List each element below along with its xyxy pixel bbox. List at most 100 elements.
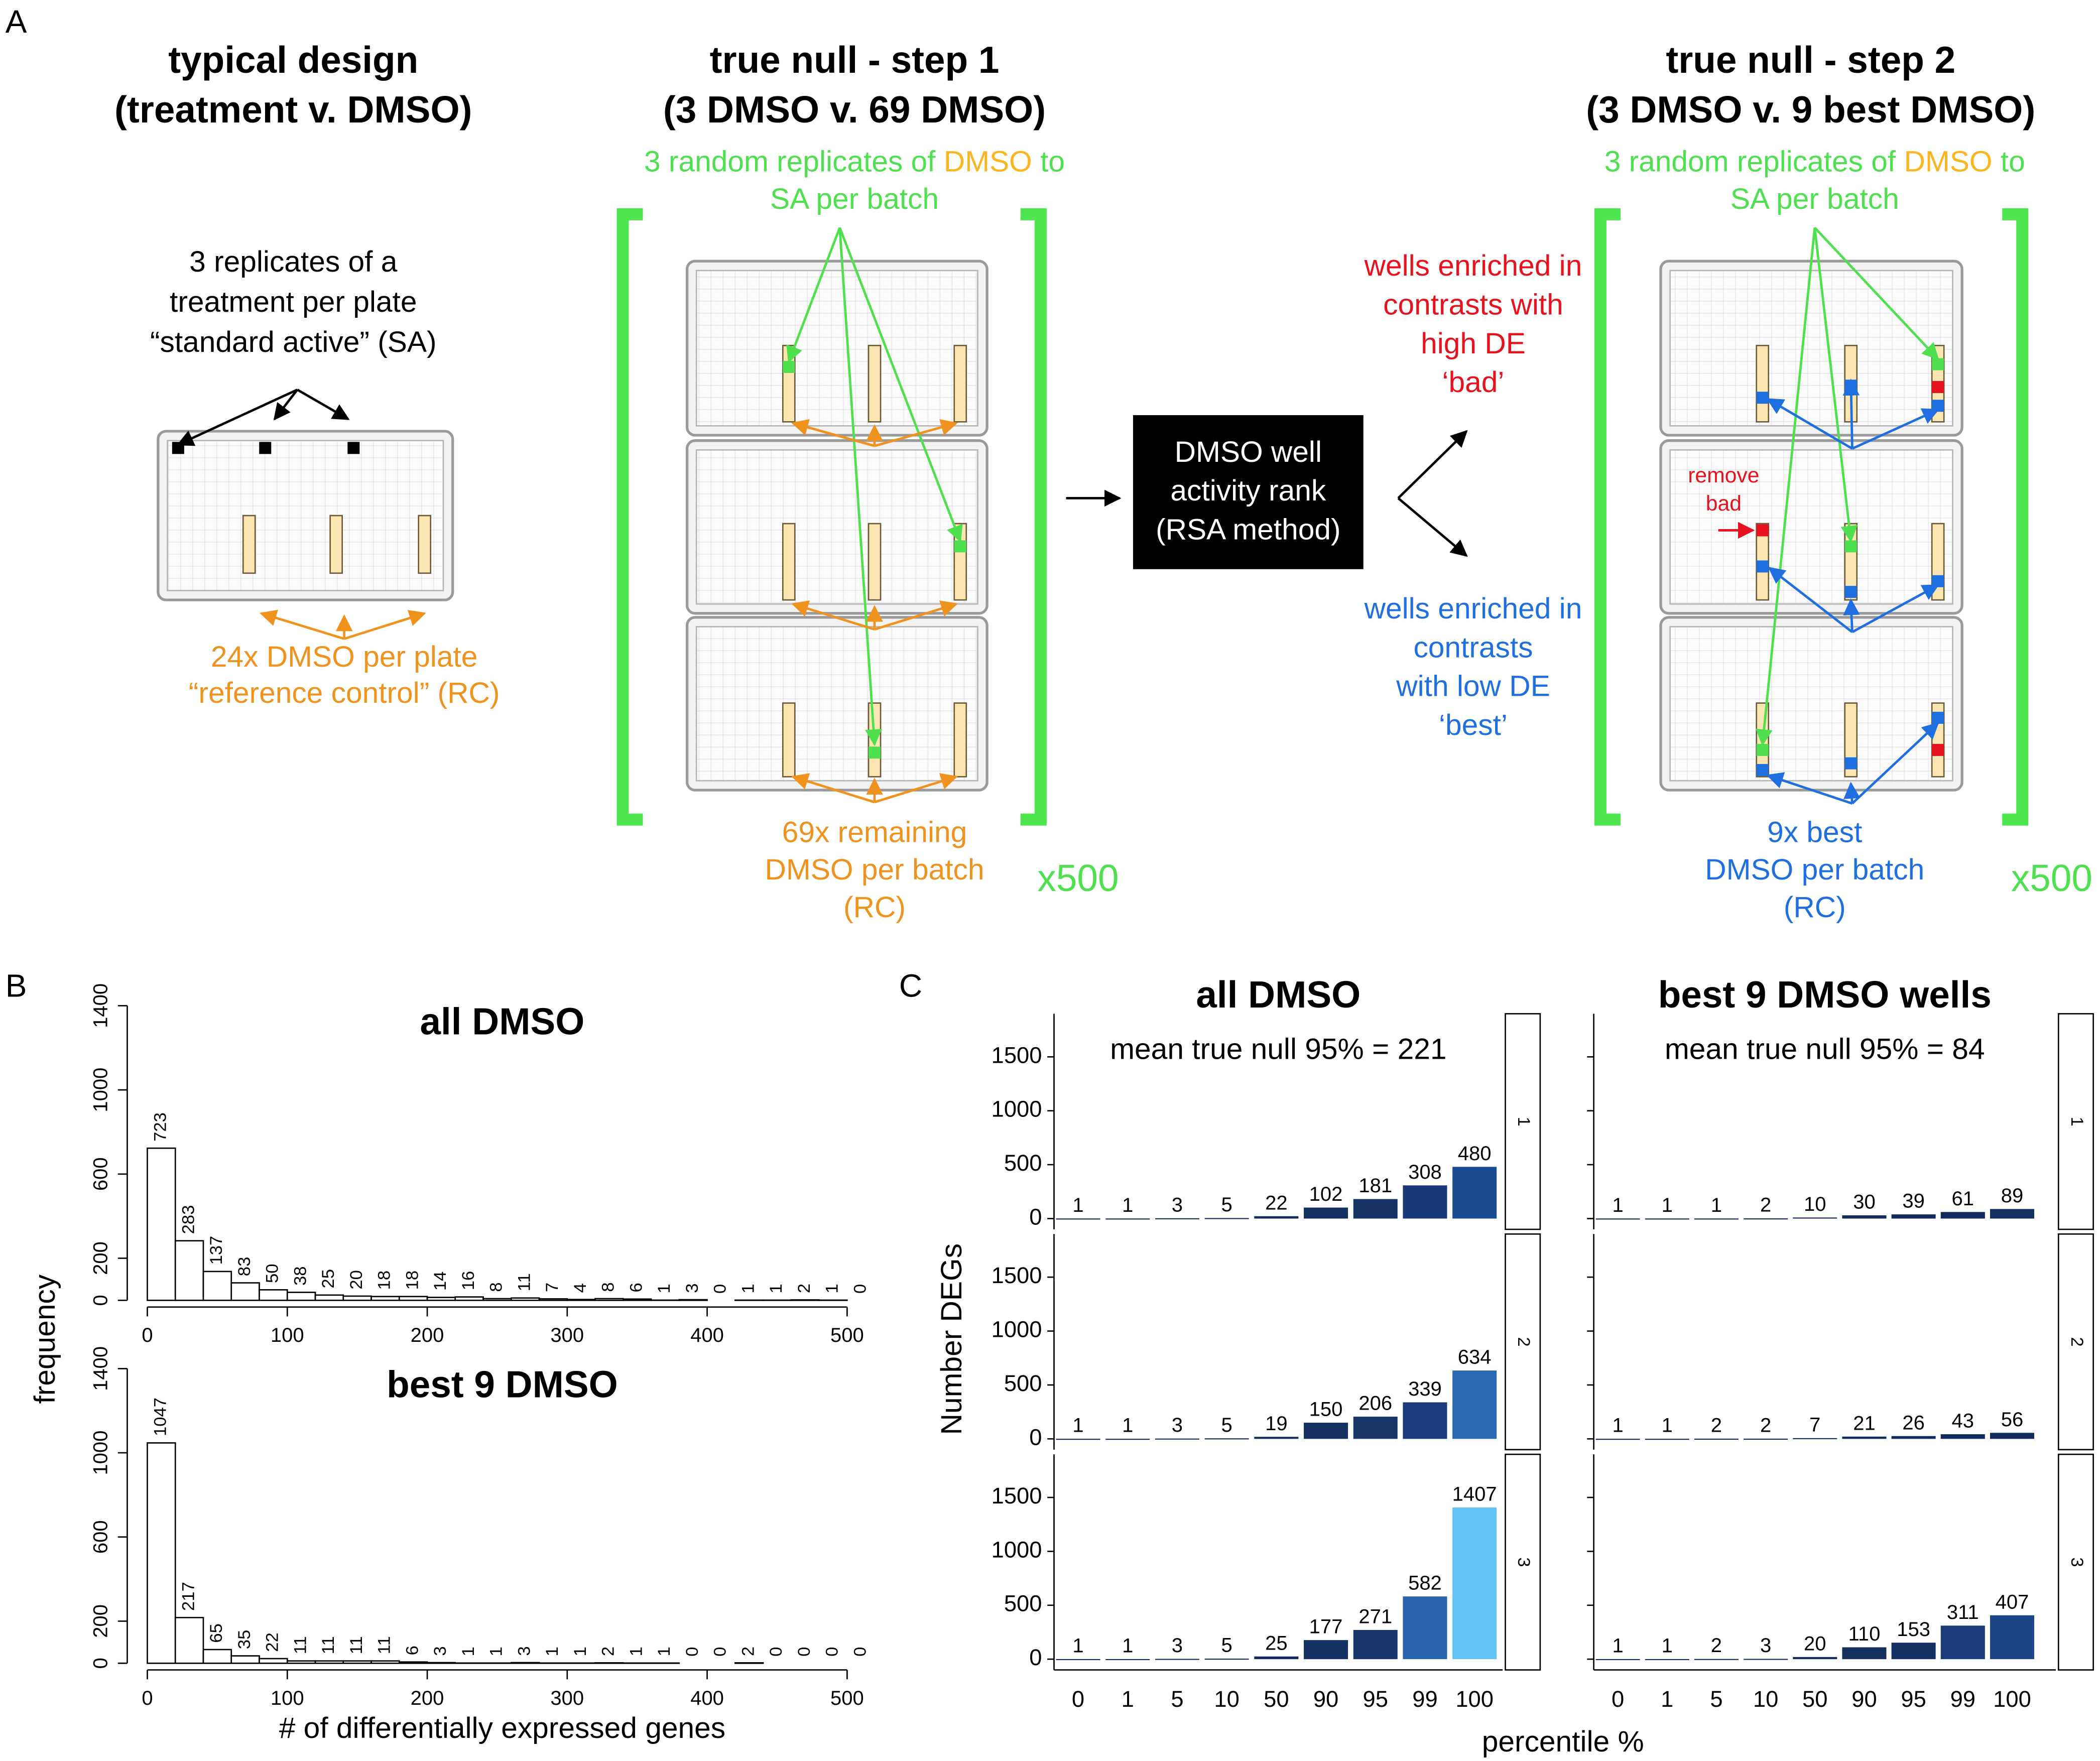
well — [1756, 560, 1769, 573]
value-label: 61 — [1952, 1188, 1974, 1210]
bar — [1155, 1218, 1199, 1219]
y-axis-label: frequency — [29, 1274, 61, 1404]
bar — [1403, 1596, 1447, 1660]
bar — [1155, 1438, 1199, 1440]
value-label: 30 — [1853, 1191, 1876, 1213]
bar — [1254, 1216, 1299, 1219]
value-label: 1 — [1072, 1634, 1083, 1657]
value-label: 153 — [1897, 1618, 1930, 1641]
value-label: 2 — [1760, 1414, 1771, 1436]
sa-well — [259, 442, 272, 454]
value-label: 11 — [291, 1636, 310, 1654]
bar — [1694, 1218, 1739, 1220]
dmso-column — [953, 344, 967, 423]
histogram-bar — [482, 1298, 512, 1301]
value-label: 634 — [1458, 1346, 1492, 1368]
note: contrasts with — [1383, 288, 1563, 321]
section-title: true null - step 1 — [710, 39, 1000, 81]
note: wells enriched in — [1364, 592, 1582, 625]
y-axis-label: Number DEGs — [935, 1243, 968, 1435]
histogram-bar — [510, 1297, 540, 1301]
histogram-bar — [174, 1616, 204, 1664]
arrow — [1397, 497, 1468, 557]
plate-grid — [1669, 449, 1953, 605]
facet-label: 3 — [1514, 1557, 1533, 1567]
value-label: 271 — [1358, 1605, 1392, 1627]
value-label: 43 — [1952, 1410, 1974, 1432]
bar — [1304, 1640, 1348, 1660]
value-label: 407 — [1996, 1591, 2029, 1613]
x-tick-label: 400 — [690, 1324, 724, 1346]
histogram-bar — [259, 1658, 288, 1664]
value-label: 20 — [347, 1270, 366, 1290]
bar — [1254, 1656, 1299, 1660]
arrow — [1813, 227, 1858, 543]
bar — [1990, 1209, 2034, 1219]
bracket — [1020, 208, 1047, 826]
arrow — [297, 389, 350, 421]
histogram-bar — [398, 1296, 428, 1301]
bar — [1694, 1438, 1739, 1440]
value-label: 0 — [711, 1284, 730, 1294]
note: high DE — [1421, 327, 1526, 360]
note-part: to — [1993, 145, 2025, 178]
note: with low DE — [1396, 670, 1550, 703]
chart-subtitle: mean true null 95% = 84 — [1665, 1033, 1985, 1066]
value-label: 14 — [431, 1272, 450, 1291]
histogram-bar — [370, 1660, 400, 1664]
value-label: 1 — [487, 1647, 506, 1656]
value-label: 5 — [1221, 1634, 1232, 1657]
x-tick-label: 50 — [1802, 1686, 1827, 1712]
bar — [1254, 1437, 1299, 1439]
arrow — [786, 227, 841, 363]
bar — [1056, 1218, 1100, 1220]
value-label: 339 — [1408, 1378, 1442, 1400]
value-label: 22 — [1265, 1192, 1288, 1214]
value-label: 1 — [1612, 1415, 1623, 1437]
note: “reference control” (RC) — [189, 677, 500, 709]
histogram-bar — [370, 1296, 400, 1301]
bar — [1595, 1659, 1640, 1661]
histogram-bar — [342, 1295, 372, 1301]
arrow — [1851, 584, 1940, 634]
bar — [1940, 1625, 1985, 1660]
histogram-bar — [202, 1649, 232, 1664]
histogram-bar — [230, 1282, 260, 1301]
y-tick-label: 600 — [89, 1520, 111, 1554]
histogram-bar — [566, 1299, 596, 1301]
value-label: 25 — [319, 1269, 338, 1289]
value-label: 150 — [1309, 1399, 1343, 1421]
value-label: 5 — [1221, 1414, 1232, 1436]
value-label: 89 — [2001, 1185, 2024, 1207]
histogram-bar — [398, 1661, 428, 1664]
note-part: to — [1032, 145, 1065, 178]
rank-box — [1133, 415, 1364, 569]
y-tick-label: 0 — [1029, 1645, 1042, 1670]
value-label: 3 — [1172, 1414, 1183, 1436]
x-tick-label: 90 — [1851, 1686, 1877, 1712]
plate-grid — [1669, 626, 1953, 782]
value-label: 21 — [1853, 1412, 1876, 1434]
y-tick-label: 200 — [89, 1241, 111, 1275]
value-label: 1 — [738, 1284, 758, 1293]
arrow — [1766, 772, 1853, 805]
bar — [1990, 1615, 2034, 1660]
y-tick-label: 1000 — [992, 1537, 1042, 1562]
repeat-label: x500 — [1038, 857, 1119, 899]
well — [1756, 392, 1769, 404]
bracket — [2002, 208, 2029, 826]
arrow — [176, 389, 298, 446]
arrow — [1843, 598, 1860, 633]
x-tick-label: 400 — [690, 1687, 724, 1709]
bar — [1842, 1215, 1887, 1219]
value-label: 8 — [599, 1282, 618, 1292]
facet-label: 1 — [1514, 1117, 1533, 1126]
histogram-bar — [342, 1660, 372, 1664]
y-tick-label: 1500 — [992, 1042, 1042, 1068]
x-axis-label: percentile % — [1482, 1725, 1644, 1758]
value-label: 0 — [711, 1647, 730, 1657]
value-label: 7 — [543, 1283, 562, 1292]
value-label: 26 — [1902, 1412, 1925, 1434]
plate-grid — [695, 270, 978, 427]
value-label: 1 — [1662, 1194, 1673, 1216]
